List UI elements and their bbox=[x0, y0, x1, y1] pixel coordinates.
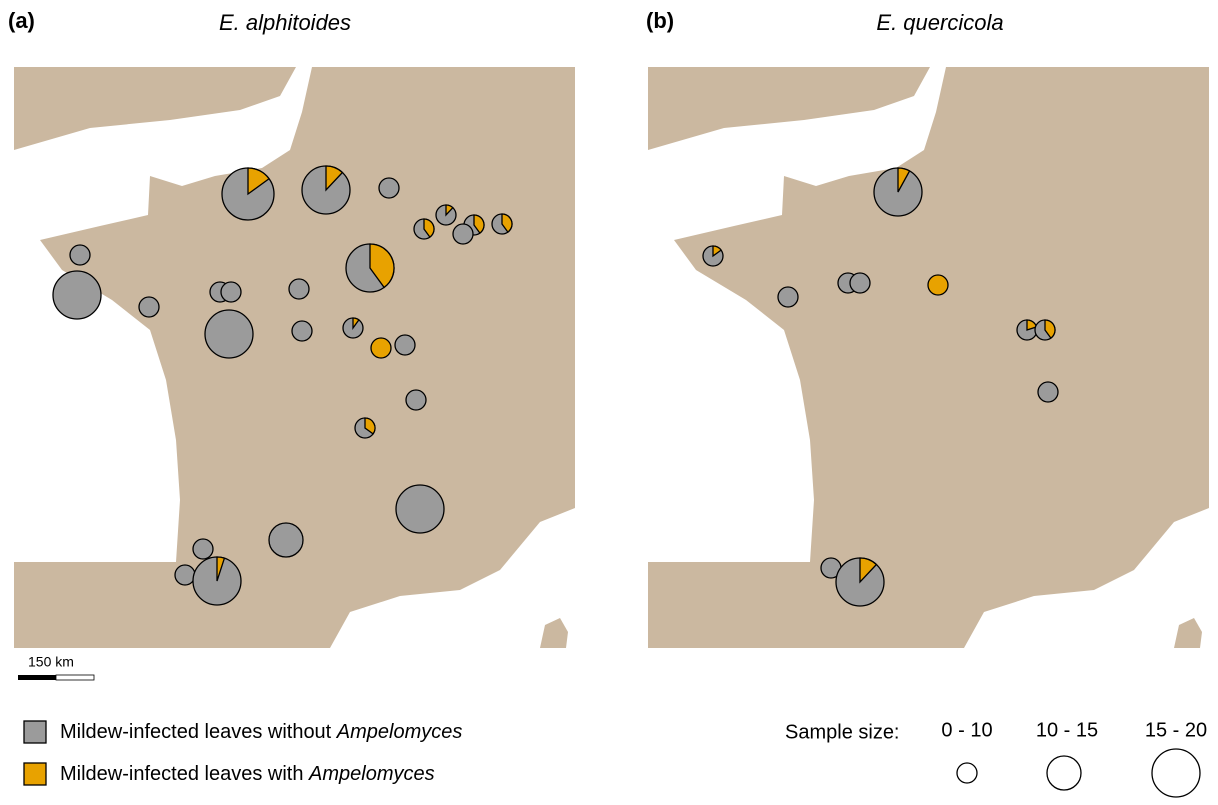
legend-swatch bbox=[23, 720, 47, 744]
legend-text: Ampelomyces bbox=[336, 721, 463, 743]
pie-with bbox=[352, 317, 360, 331]
pie-without bbox=[395, 484, 445, 534]
pie-without bbox=[849, 272, 871, 294]
island bbox=[540, 618, 568, 648]
map-panel bbox=[14, 67, 575, 648]
pie-with bbox=[216, 556, 226, 582]
size-class-symbol bbox=[1151, 748, 1201, 798]
panel-label: (b) bbox=[646, 8, 674, 33]
pie-without bbox=[291, 320, 313, 342]
scale-bar bbox=[18, 675, 56, 680]
legend-entry: Mildew-infected leaves without Ampelomyc… bbox=[60, 721, 462, 743]
pie-with bbox=[423, 218, 435, 238]
pie-without bbox=[174, 564, 196, 586]
scale-bar bbox=[55, 674, 95, 681]
sea bbox=[648, 67, 946, 562]
pie-with bbox=[369, 243, 395, 289]
pie-without bbox=[138, 296, 160, 318]
legend-swatch bbox=[23, 762, 47, 786]
pie-with bbox=[1044, 319, 1056, 339]
pie-with bbox=[325, 165, 344, 192]
size-class-label: 0 - 10 bbox=[941, 719, 992, 741]
sea bbox=[14, 67, 312, 562]
size-class-symbol bbox=[1046, 755, 1082, 791]
legend-text: Mildew-infected leaves without bbox=[60, 721, 337, 743]
size-class-label: 15 - 20 bbox=[1145, 719, 1207, 741]
island bbox=[1174, 618, 1202, 648]
pie-without bbox=[288, 278, 310, 300]
pie-without bbox=[378, 177, 400, 199]
panel-label: (a) bbox=[8, 8, 35, 33]
pie-without bbox=[927, 274, 949, 296]
pie-without bbox=[268, 522, 304, 558]
pie-with bbox=[897, 167, 911, 193]
size-class-label: 10 - 15 bbox=[1036, 719, 1098, 741]
sea bbox=[330, 508, 575, 648]
pie-with bbox=[501, 213, 513, 233]
pie-without bbox=[52, 270, 102, 320]
pie-without bbox=[394, 334, 416, 356]
pie-without bbox=[370, 337, 392, 359]
pie-with bbox=[712, 245, 722, 258]
legend-text: Mildew-infected leaves with bbox=[60, 763, 309, 785]
legend-text: Ampelomyces bbox=[308, 763, 435, 785]
pie-without bbox=[204, 309, 254, 359]
pie-without bbox=[69, 244, 91, 266]
size-legend-title: Sample size: bbox=[785, 721, 900, 743]
map-panel bbox=[648, 67, 1209, 648]
panel-title: E. alphitoides bbox=[219, 10, 351, 35]
pie-without bbox=[777, 286, 799, 308]
pie-with bbox=[445, 204, 454, 217]
legend-entry: Mildew-infected leaves with Ampelomyces bbox=[60, 763, 435, 785]
size-class-symbol bbox=[956, 762, 978, 784]
pie-without bbox=[405, 389, 427, 411]
scale-bar-label: 150 km bbox=[28, 654, 74, 670]
pie-without bbox=[1037, 381, 1059, 403]
pie-without bbox=[192, 538, 214, 560]
pie-with bbox=[859, 557, 878, 584]
pie-without bbox=[452, 223, 474, 245]
pie-with bbox=[364, 417, 376, 435]
sea bbox=[964, 508, 1209, 648]
panel-title: E. quercicola bbox=[876, 10, 1003, 35]
pie-with bbox=[247, 167, 270, 196]
pie-without bbox=[220, 281, 242, 303]
pie-with bbox=[473, 214, 485, 234]
